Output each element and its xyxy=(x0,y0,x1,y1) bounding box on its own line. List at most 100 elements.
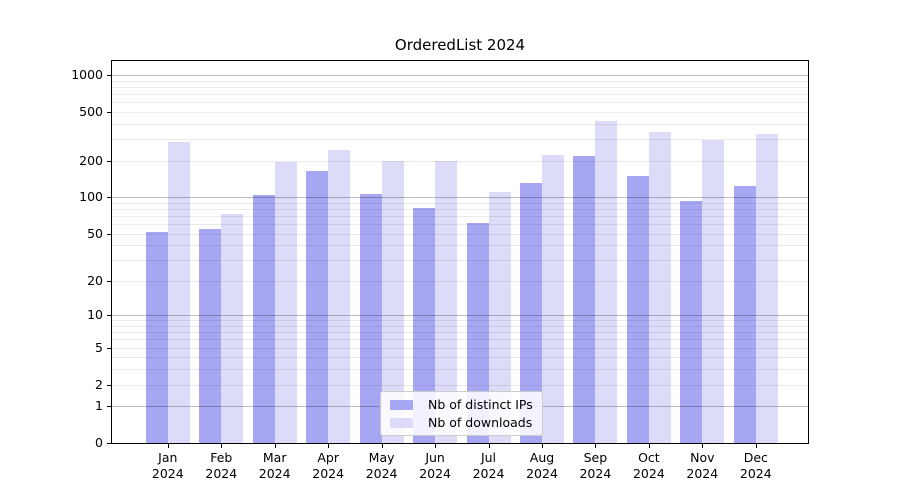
x-tick-mark-jan xyxy=(167,444,169,448)
y-tick-mark-20 xyxy=(107,280,111,282)
x-tick-mark-apr xyxy=(328,444,330,448)
y-tick-label-5: 5 xyxy=(95,339,103,355)
bar-oct-distinct-ips xyxy=(626,176,649,443)
gridline-minor-5 xyxy=(112,347,808,349)
bar-jan-distinct-ips xyxy=(145,231,168,443)
x-tick-mark-nov xyxy=(702,444,704,448)
gridline-minor-20 xyxy=(112,280,808,282)
y-tick-mark-5 xyxy=(107,347,111,349)
bar-may-distinct-ips xyxy=(359,193,382,443)
x-tick-mark-jul xyxy=(488,444,490,448)
y-tick-label-2: 2 xyxy=(95,376,103,392)
gridline-minor-50 xyxy=(112,233,808,235)
bar-jul-distinct-ips xyxy=(466,223,489,443)
gridline-minor-400 xyxy=(112,123,808,125)
gridline-major-10 xyxy=(112,315,808,317)
y-tick-label-1: 1 xyxy=(95,398,103,414)
x-tick-mark-dec xyxy=(755,444,757,448)
x-tick-label-may: May 2024 xyxy=(365,450,398,481)
x-tick-label-apr: Apr 2024 xyxy=(312,450,345,481)
x-tick-label-feb: Feb 2024 xyxy=(205,450,238,481)
bar-dec-downloads xyxy=(755,133,778,443)
bar-apr-distinct-ips xyxy=(306,171,329,443)
gridline-minor-800 xyxy=(112,86,808,88)
x-tick-label-aug: Aug 2024 xyxy=(526,450,558,481)
y-tick-label-50: 50 xyxy=(87,225,103,241)
x-tick-label-oct: Oct 2024 xyxy=(632,450,665,481)
y-tick-label-20: 20 xyxy=(87,272,103,288)
y-tick-label-500: 500 xyxy=(79,103,103,119)
y-tick-mark-1 xyxy=(107,406,111,408)
gridline-minor-3 xyxy=(112,369,808,371)
gridline-minor-70 xyxy=(112,215,808,217)
gridline-minor-60 xyxy=(112,224,808,225)
x-tick-mark-aug xyxy=(542,444,543,448)
y-tick-label-10: 10 xyxy=(87,307,103,323)
x-tick-mark-jun xyxy=(435,444,437,448)
y-tick-label-0: 0 xyxy=(95,435,103,450)
bar-mar-downloads xyxy=(274,162,297,443)
bar-jul-downloads xyxy=(488,192,511,443)
bar-oct-downloads xyxy=(648,132,671,443)
chart-title: OrderedList 2024 xyxy=(394,36,526,54)
x-tick-label-jun: Jun 2024 xyxy=(419,450,451,481)
gridline-minor-9 xyxy=(112,320,808,322)
y-tick-mark-200 xyxy=(107,160,111,162)
gridline-minor-80 xyxy=(112,208,808,210)
y-tick-label-200: 200 xyxy=(79,152,103,168)
plot-area: Nb of distinct IPs Nb of downloads xyxy=(111,60,809,444)
bar-jan-downloads xyxy=(167,141,190,443)
x-tick-label-jan: Jan 2024 xyxy=(151,450,184,481)
bar-jun-distinct-ips xyxy=(413,208,436,443)
bar-may-downloads xyxy=(381,161,404,443)
gridline-minor-700 xyxy=(112,93,808,95)
bar-mar-distinct-ips xyxy=(252,195,275,443)
x-tick-mark-mar xyxy=(274,444,276,448)
gridline-minor-8 xyxy=(112,326,808,327)
bar-nov-downloads xyxy=(702,140,725,443)
bar-apr-downloads xyxy=(328,150,351,443)
gridline-minor-6 xyxy=(112,339,808,341)
x-tick-label-sep: Sep 2024 xyxy=(579,450,612,481)
legend: Nb of distinct IPs Nb of downloads xyxy=(380,391,543,436)
x-tick-label-mar: Mar 2024 xyxy=(258,450,291,481)
gridline-minor-40 xyxy=(112,245,808,247)
legend-swatch-downloads xyxy=(390,417,413,428)
y-tick-mark-10 xyxy=(107,315,111,317)
y-tick-mark-1000 xyxy=(107,75,111,76)
y-tick-mark-2 xyxy=(107,384,111,386)
gridline-minor-7 xyxy=(112,332,808,334)
gridline-minor-900 xyxy=(112,80,808,82)
bar-dec-distinct-ips xyxy=(733,186,756,443)
bar-sep-distinct-ips xyxy=(573,155,596,443)
gridline-minor-200 xyxy=(112,160,808,162)
bar-feb-distinct-ips xyxy=(199,228,222,443)
legend-label-distinct-ips: Nb of distinct IPs xyxy=(428,397,533,412)
gridline-minor-600 xyxy=(112,102,808,104)
gridline-major-1000 xyxy=(112,75,808,76)
bar-aug-downloads xyxy=(541,154,564,443)
gridline-major-100 xyxy=(112,197,808,199)
bar-sep-downloads xyxy=(595,121,618,443)
legend-row-downloads: Nb of downloads xyxy=(390,415,542,430)
gridline-minor-4 xyxy=(112,357,808,359)
gridline-minor-300 xyxy=(112,139,808,140)
gridline-minor-90 xyxy=(112,202,808,204)
x-tick-mark-sep xyxy=(595,444,597,448)
x-tick-mark-may xyxy=(381,444,383,448)
gridline-minor-500 xyxy=(112,111,808,113)
bar-nov-distinct-ips xyxy=(680,201,703,443)
x-tick-mark-feb xyxy=(221,444,223,448)
y-tick-mark-100 xyxy=(107,197,111,199)
legend-swatch-distinct-ips xyxy=(390,399,413,410)
y-tick-mark-0 xyxy=(107,443,111,444)
x-tick-label-jul: Jul 2024 xyxy=(472,450,505,481)
legend-row-distinct-ips: Nb of distinct IPs xyxy=(390,397,542,412)
legend-label-downloads: Nb of downloads xyxy=(428,415,533,430)
x-tick-mark-oct xyxy=(648,444,650,448)
y-tick-label-100: 100 xyxy=(79,189,103,205)
y-tick-mark-50 xyxy=(107,233,111,235)
y-tick-mark-500 xyxy=(107,111,111,113)
gridline-minor-2 xyxy=(112,384,808,386)
x-tick-label-dec: Dec 2024 xyxy=(739,450,772,481)
